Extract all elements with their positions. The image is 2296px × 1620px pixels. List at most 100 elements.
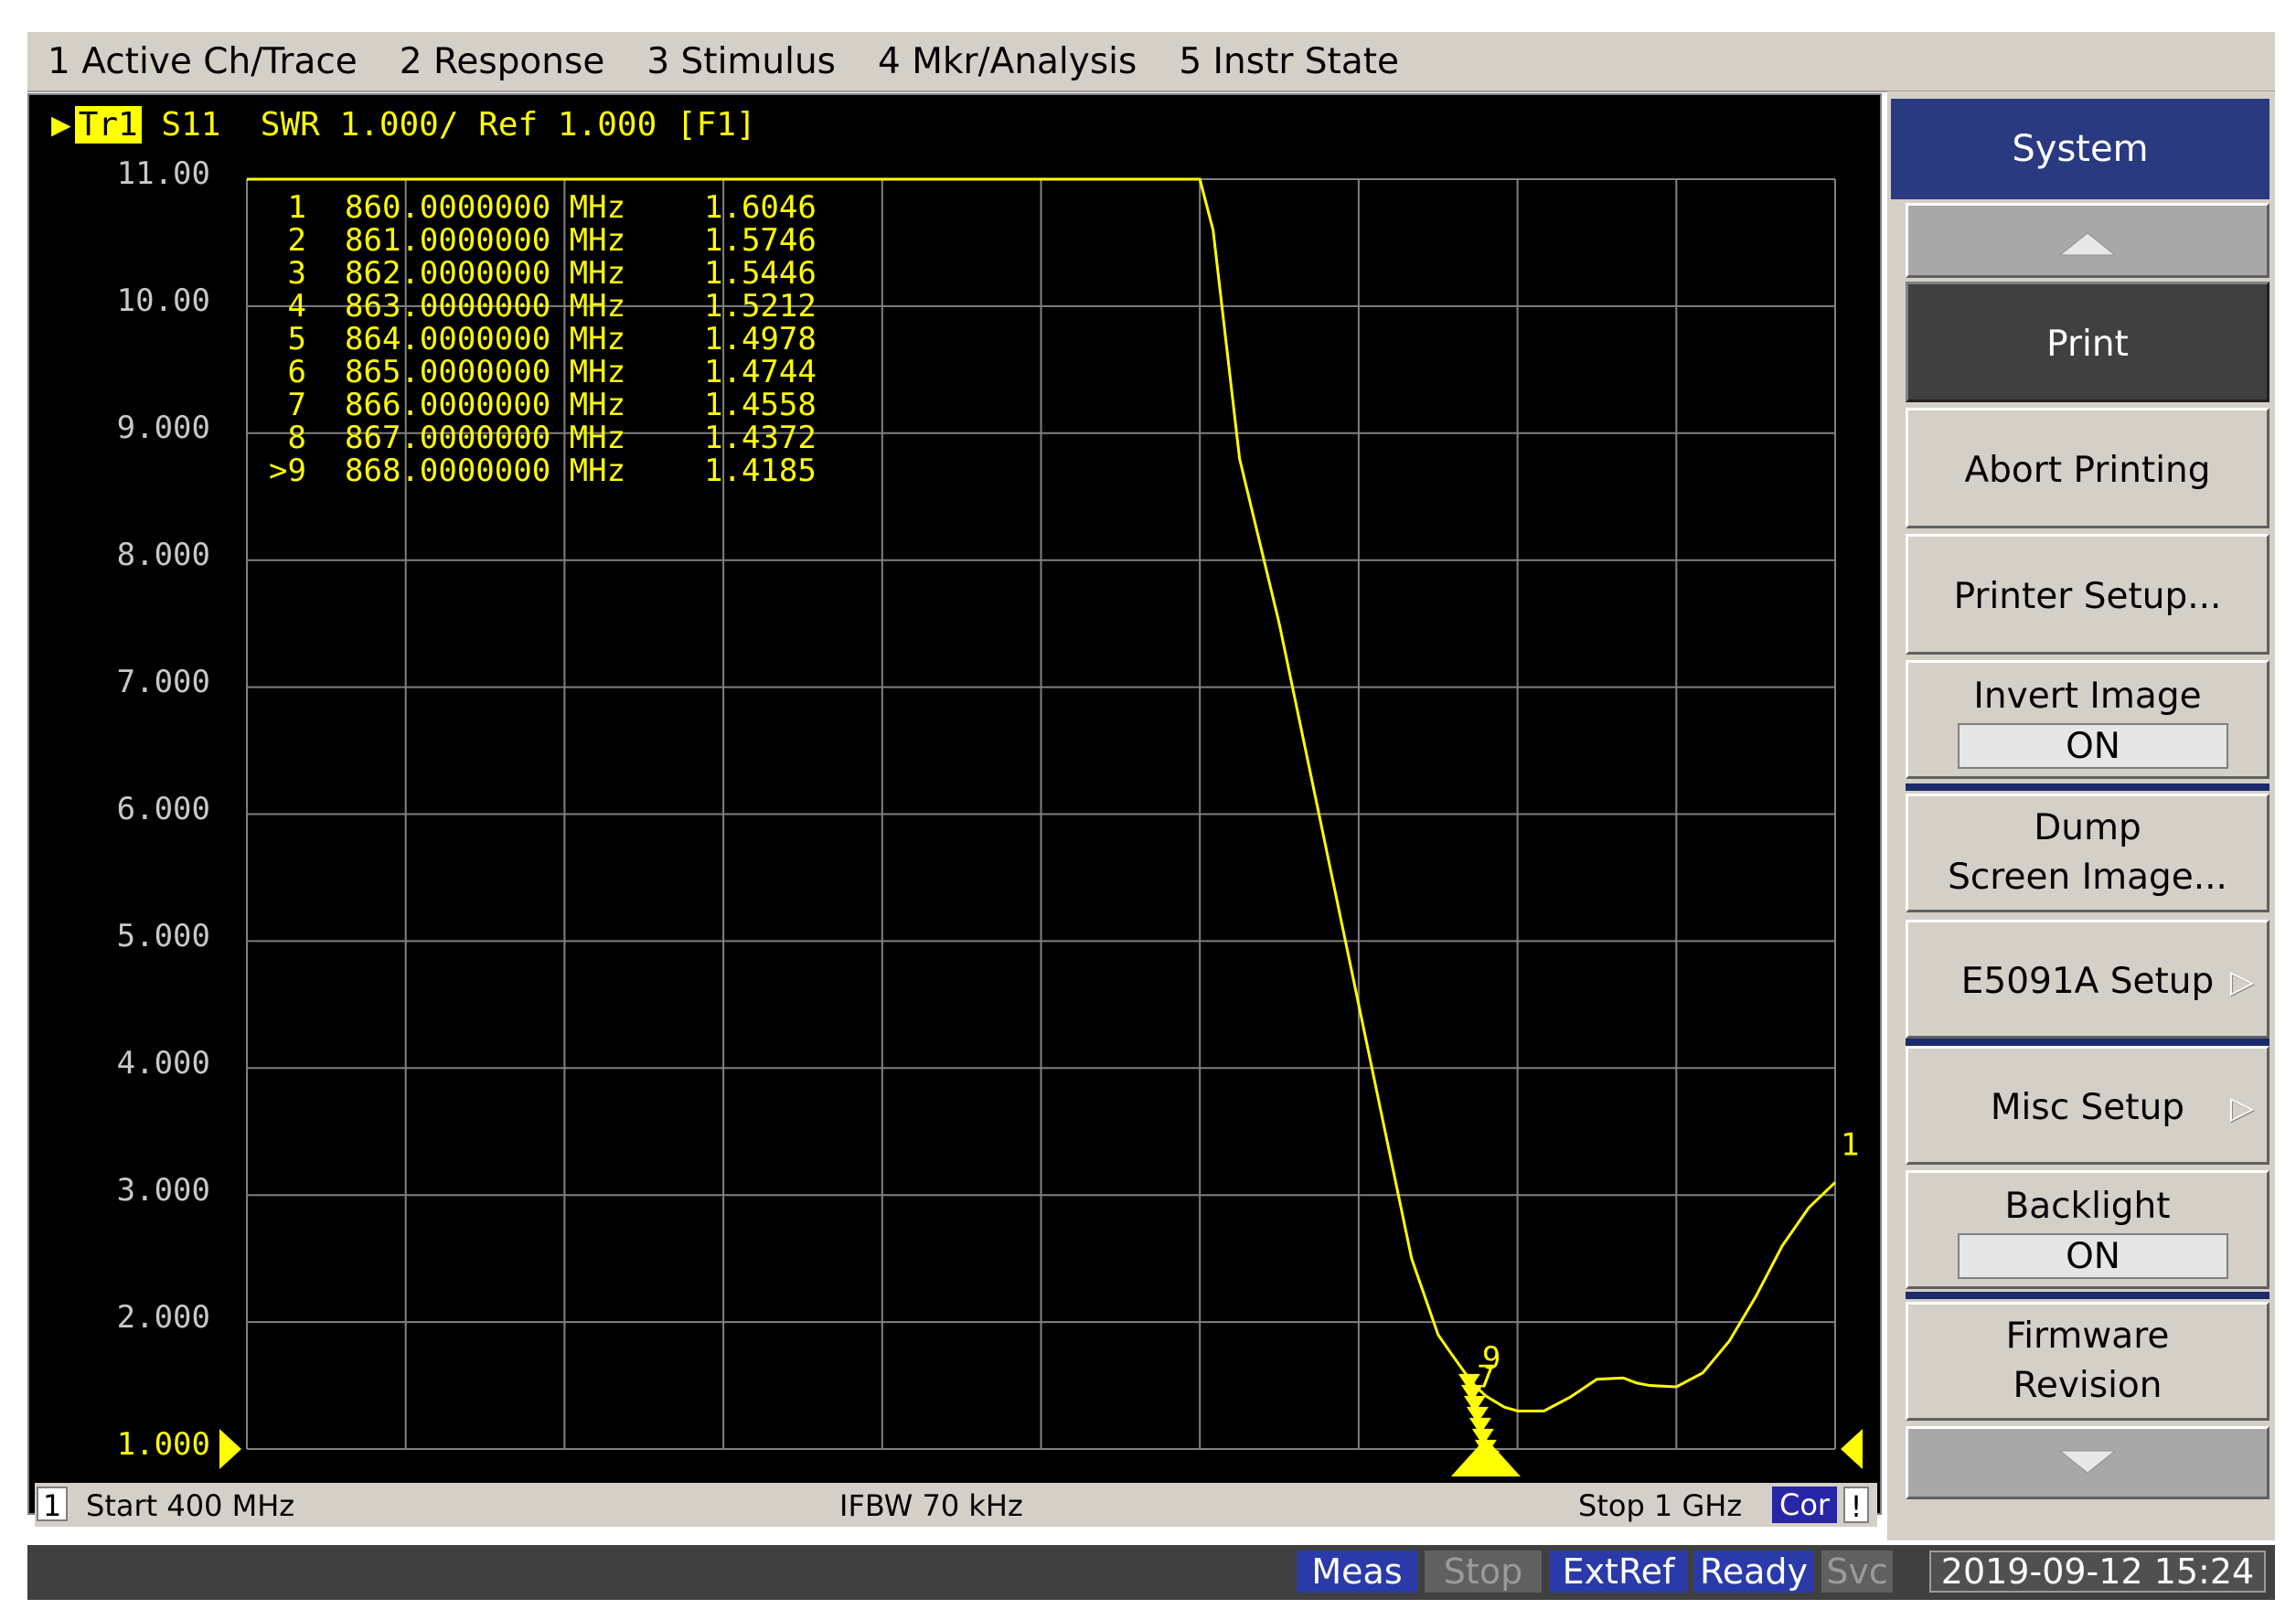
if-bandwidth[interactable]: IFBW 70 kHz bbox=[839, 1488, 1023, 1523]
marker-table-value: 1.4558 bbox=[704, 387, 817, 423]
invert-image-value: ON bbox=[1958, 723, 2228, 769]
status-ready: Ready bbox=[1693, 1551, 1814, 1593]
y-tick-label: 10.00 bbox=[116, 282, 210, 319]
marker-table-value: 1.5746 bbox=[704, 222, 817, 259]
marker-table-id: 5 bbox=[288, 321, 306, 357]
marker-table-id: >9 bbox=[269, 453, 306, 489]
instrument-status-bar: Meas Stop ExtRef Ready Svc 2019-09-12 15… bbox=[27, 1545, 2275, 1600]
trace-display[interactable] bbox=[27, 93, 1882, 1515]
submenu-arrow-icon: ▷ bbox=[2229, 964, 2254, 1000]
menu-mkr-analysis[interactable]: 4 Mkr/Analysis bbox=[878, 40, 1137, 82]
e5091a-setup-label: E5091A Setup bbox=[1960, 961, 2215, 1002]
marker-table-freq: 861.0000000 MHz bbox=[345, 222, 625, 259]
dump-label-line1: Dump bbox=[2034, 807, 2141, 848]
backlight-button[interactable]: Backlight ON bbox=[1906, 1170, 2269, 1289]
status-svc: Svc bbox=[1821, 1551, 1893, 1593]
backlight-label: Backlight bbox=[2004, 1186, 2171, 1227]
marker-table-freq: 867.0000000 MHz bbox=[345, 420, 625, 456]
printer-setup-button[interactable]: Printer Setup... bbox=[1906, 534, 2269, 655]
ref-level-right-icon bbox=[1841, 1429, 1863, 1469]
y-tick-label: 11.00 bbox=[116, 155, 210, 192]
stop-frequency[interactable]: Stop 1 GHz bbox=[1578, 1488, 1743, 1523]
marker-table-freq: 863.0000000 MHz bbox=[345, 288, 625, 325]
print-button[interactable]: Print bbox=[1906, 282, 2269, 402]
softkey-panel: System Print Abort Printing Printer Setu… bbox=[1887, 91, 2275, 1540]
marker-triangle-icon bbox=[1460, 1384, 1483, 1402]
triangle-down-icon bbox=[2058, 1450, 2117, 1474]
warning-flag: ! bbox=[1843, 1487, 1869, 1524]
marker-table-id: 7 bbox=[288, 387, 306, 423]
marker-triangle-icon bbox=[1474, 1439, 1497, 1456]
marker-table-id: 6 bbox=[288, 354, 306, 390]
firmware-revision-button[interactable]: Firmware Revision bbox=[1906, 1302, 2269, 1421]
softkey-divider bbox=[1906, 1292, 2269, 1299]
softkey-scroll-down-button[interactable] bbox=[1906, 1426, 2269, 1499]
misc-setup-label: Misc Setup bbox=[1990, 1087, 2185, 1128]
channel-number[interactable]: 1 bbox=[37, 1487, 68, 1523]
y-tick-label: 6.000 bbox=[116, 791, 210, 827]
marker-table-freq: 865.0000000 MHz bbox=[345, 354, 625, 390]
trace-format-text: S11 SWR 1.000/ Ref 1.000 [F1] bbox=[161, 106, 756, 144]
softkey-divider bbox=[1906, 1039, 2269, 1046]
menu-instr-state[interactable]: 5 Instr State bbox=[1179, 40, 1400, 82]
misc-setup-button[interactable]: Misc Setup ▷ bbox=[1906, 1046, 2269, 1165]
marker-table-id: 3 bbox=[288, 255, 306, 292]
abort-printing-button[interactable]: Abort Printing bbox=[1906, 408, 2269, 528]
marker-triangle-icon bbox=[1463, 1395, 1486, 1412]
marker-triangle-icon bbox=[1466, 1406, 1489, 1423]
y-tick-label: 8.000 bbox=[116, 537, 210, 573]
softkey-divider bbox=[1906, 783, 2269, 791]
menu-bar: 1 Active Ch/Trace 2 Response 3 Stimulus … bbox=[27, 32, 2275, 92]
e5091a-setup-button[interactable]: E5091A Setup ▷ bbox=[1906, 920, 2269, 1039]
marker-table-id: 1 bbox=[288, 189, 306, 226]
marker-table-value: 1.4372 bbox=[704, 420, 817, 456]
y-tick-label: 3.000 bbox=[116, 1172, 210, 1209]
dump-screen-image-button[interactable]: Dump Screen Image... bbox=[1906, 794, 2269, 912]
marker-table-id: 8 bbox=[288, 420, 306, 456]
marker-triangle-icon bbox=[1458, 1373, 1480, 1391]
firmware-label-line2: Revision bbox=[2013, 1365, 2163, 1406]
submenu-arrow-icon: ▷ bbox=[2229, 1090, 2254, 1126]
marker-table-id: 2 bbox=[288, 222, 306, 259]
channel-status-bar: 1 Start 400 MHz IFBW 70 kHz Stop 1 GHz C… bbox=[35, 1483, 1877, 1527]
menu-active-ch-trace[interactable]: 1 Active Ch/Trace bbox=[48, 40, 358, 82]
marker-table-value: 1.4185 bbox=[704, 453, 817, 489]
start-frequency[interactable]: Start 400 MHz bbox=[86, 1488, 295, 1523]
y-tick-label: 5.000 bbox=[116, 918, 210, 954]
marker-table-id: 4 bbox=[288, 288, 306, 325]
backlight-value: ON bbox=[1958, 1233, 2228, 1279]
marker-table-value: 1.4978 bbox=[704, 321, 817, 357]
trace-title[interactable]: ▶ Tr1 S11 SWR 1.000/ Ref 1.000 [F1] bbox=[51, 106, 756, 144]
marker-triangle-icon bbox=[1471, 1428, 1494, 1445]
y-tick-label: 2.000 bbox=[116, 1299, 210, 1336]
marker-label-7: 7 bbox=[1477, 1359, 1495, 1396]
marker-triangle-icon bbox=[1468, 1417, 1491, 1434]
marker-table-value: 1.5212 bbox=[704, 288, 817, 325]
invert-image-button[interactable]: Invert Image ON bbox=[1906, 660, 2269, 779]
menu-response[interactable]: 2 Response bbox=[399, 40, 605, 82]
marker-table-value: 1.5446 bbox=[704, 255, 817, 292]
invert-image-label: Invert Image bbox=[1973, 676, 2202, 717]
active-trace-arrow-icon: ▶ bbox=[51, 106, 71, 144]
marker-table-freq: 866.0000000 MHz bbox=[345, 387, 625, 423]
status-extref: ExtRef bbox=[1549, 1551, 1688, 1593]
ref-level-left-icon bbox=[219, 1429, 241, 1469]
marker-triangle-icon bbox=[1477, 1450, 1500, 1467]
marker-label-1: 1 bbox=[1841, 1126, 1859, 1163]
y-tick-label: 4.000 bbox=[116, 1045, 210, 1082]
softkey-scroll-up-button[interactable] bbox=[1906, 203, 2269, 278]
trace-id-badge[interactable]: Tr1 bbox=[74, 106, 142, 144]
menu-stimulus[interactable]: 3 Stimulus bbox=[646, 40, 837, 82]
marker-table-freq: 862.0000000 MHz bbox=[345, 255, 625, 292]
status-datetime: 2019-09-12 15:24 bbox=[1929, 1551, 2266, 1593]
firmware-label-line1: Firmware bbox=[2005, 1316, 2170, 1357]
marker-table-freq: 868.0000000 MHz bbox=[345, 453, 625, 489]
trace-line bbox=[247, 177, 1837, 1412]
dump-label-line2: Screen Image... bbox=[1948, 857, 2227, 898]
marker-table-freq: 860.0000000 MHz bbox=[345, 189, 625, 226]
y-tick-label-ref: 1.000 bbox=[116, 1426, 210, 1463]
status-stop: Stop bbox=[1425, 1551, 1542, 1593]
softkey-menu-title: System bbox=[1891, 99, 2269, 199]
status-meas: Meas bbox=[1297, 1551, 1417, 1593]
